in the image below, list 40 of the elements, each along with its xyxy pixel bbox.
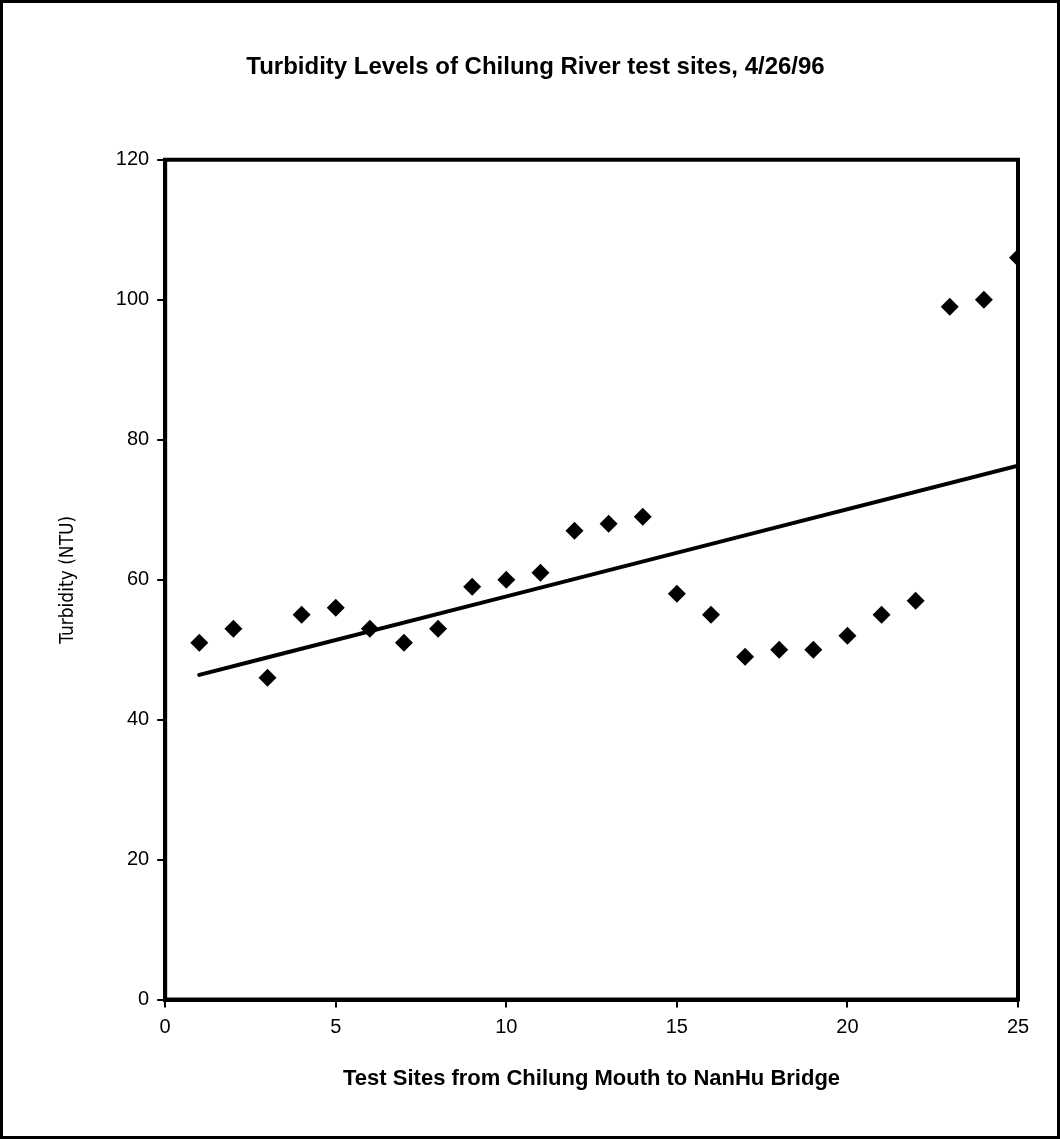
point <box>190 633 209 652</box>
point <box>326 598 345 617</box>
point <box>872 605 891 624</box>
point <box>940 297 959 316</box>
point <box>599 514 618 533</box>
x-axis-title: Test Sites from Chilung Mouth to NanHu Bridge <box>343 1064 841 1090</box>
y-tick-label: 120 <box>115 147 150 170</box>
y-tick-label: 80 <box>126 427 150 450</box>
x-tick-label: 5 <box>330 1015 342 1038</box>
point <box>565 521 584 540</box>
point <box>497 570 516 589</box>
point <box>531 563 550 582</box>
y-tick-label: 20 <box>126 847 150 870</box>
x-tick-label: 25 <box>1006 1015 1030 1038</box>
x-tick-label: 10 <box>495 1015 518 1038</box>
point <box>838 626 857 645</box>
point <box>974 290 993 309</box>
point <box>394 633 413 652</box>
point <box>258 668 277 687</box>
point <box>360 619 379 638</box>
y-axis-title: Turbidity (NTU) <box>55 515 78 645</box>
chart-title: Turbidity Levels of Chilung River test sites, 4/26/96 <box>246 52 825 80</box>
point <box>736 647 755 666</box>
point <box>633 507 652 526</box>
point <box>667 584 686 603</box>
y-tick-label: 40 <box>126 707 150 730</box>
point <box>224 619 243 638</box>
y-tick-label: 100 <box>115 287 150 310</box>
point <box>292 605 311 624</box>
point <box>804 640 823 659</box>
x-tick-label: 0 <box>159 1015 171 1038</box>
point <box>906 591 925 610</box>
y-tick-label: 60 <box>126 567 150 590</box>
x-tick-label: 15 <box>665 1015 688 1038</box>
point <box>701 605 720 624</box>
point <box>463 577 482 596</box>
x-tick-label: 20 <box>836 1015 859 1038</box>
point <box>770 640 789 659</box>
y-tick-label: 0 <box>138 987 150 1010</box>
point <box>429 619 448 638</box>
